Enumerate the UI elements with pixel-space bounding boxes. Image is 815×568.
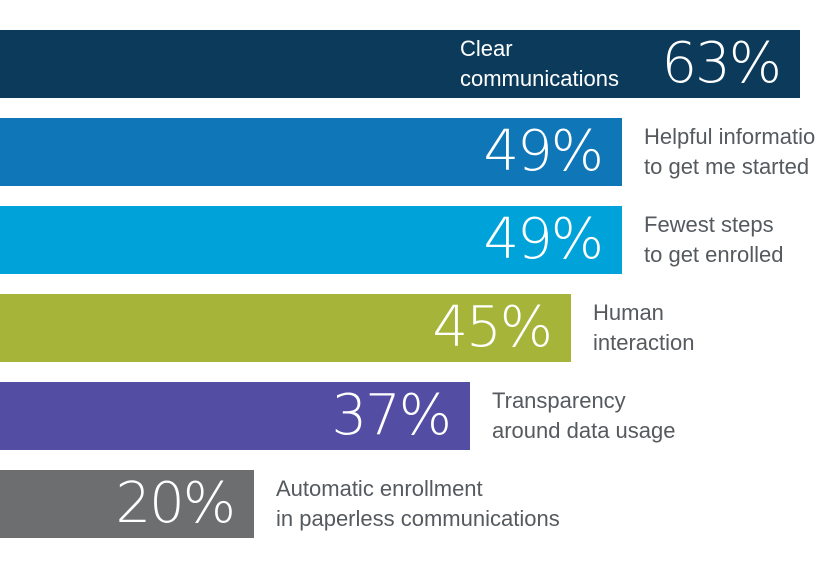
category-label: Transparency around data usage	[492, 382, 676, 450]
category-label: Clear communications	[460, 30, 619, 98]
data-label: 37%	[331, 383, 452, 448]
bar-row: 45% Human interaction	[0, 294, 815, 362]
bar-row: 20% Automatic enrollment in paperless comm…	[0, 470, 815, 538]
category-label-line: Automatic enrollment	[276, 476, 483, 501]
data-label: 63%	[661, 31, 782, 96]
data-label: 49%	[483, 207, 604, 272]
bar	[0, 206, 622, 274]
category-label-line: Transparency	[492, 388, 626, 413]
category-label-line: around data usage	[492, 418, 676, 443]
data-label: 45%	[432, 295, 553, 360]
bar	[0, 382, 470, 450]
category-label-line: in paperless communications	[276, 506, 560, 531]
category-label-line: Clear	[460, 36, 513, 61]
bar	[0, 470, 254, 538]
data-label: 20%	[115, 471, 236, 536]
data-label: 49%	[483, 119, 604, 184]
bar-row: 37% Transparency around data usage	[0, 382, 815, 450]
bar	[0, 118, 622, 186]
category-label-line: to get me started	[644, 154, 810, 179]
category-label: Automatic enrollment in paperless communi…	[276, 470, 560, 538]
category-label-line: to get enrolled	[644, 242, 784, 267]
bar-row: 49% Fewest steps to get enrolled	[0, 206, 815, 274]
category-label: Helpful information to get me started	[644, 118, 815, 186]
category-label-line: communications	[460, 66, 619, 91]
category-label-line: Fewest steps	[644, 212, 774, 237]
category-label-line: interaction	[593, 330, 695, 355]
bar-row: 63% Clear communications	[0, 30, 815, 98]
bar	[0, 294, 571, 362]
category-label-line: Helpful information	[644, 124, 815, 149]
bar-row: 49% Helpful information to get me started	[0, 118, 815, 186]
bar	[0, 30, 800, 98]
category-label: Human interaction	[593, 294, 695, 362]
category-label-line: Human	[593, 300, 664, 325]
category-label: Fewest steps to get enrolled	[644, 206, 783, 274]
